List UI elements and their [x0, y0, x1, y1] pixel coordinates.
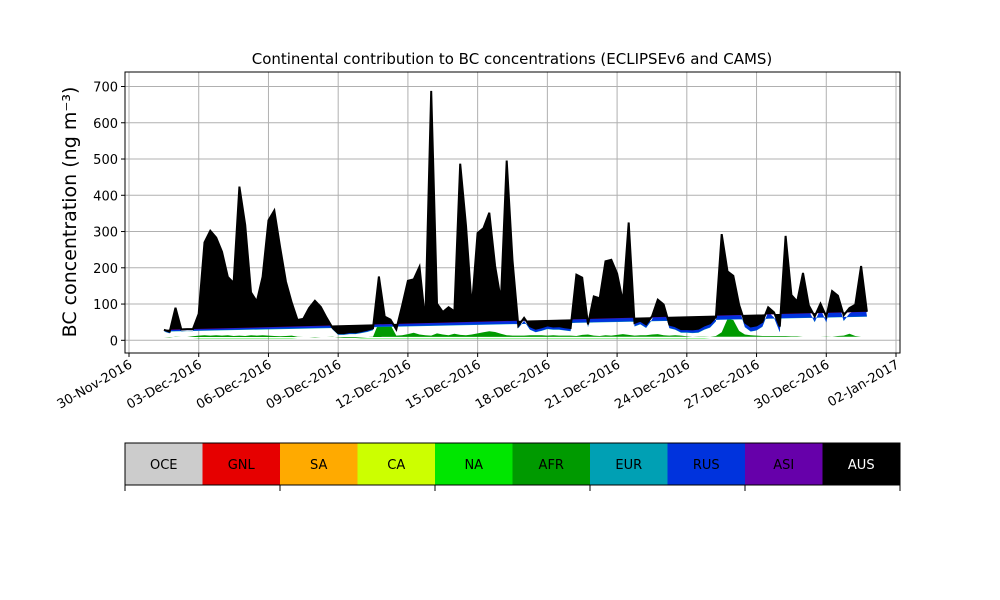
legend-swatch-na	[435, 443, 513, 485]
legend-label-ca: CA	[387, 458, 405, 473]
total-outline-line	[163, 90, 868, 335]
legend-swatch-aus	[822, 443, 900, 485]
legend-frame	[124, 442, 901, 486]
legend-label-asi: ASI	[773, 458, 794, 473]
y-axis-label: BC concentration (ng m⁻³)	[59, 87, 81, 338]
plot-frame	[124, 71, 901, 354]
y-tick-label: 700	[93, 81, 118, 96]
legend-label-gnl: GNL	[228, 458, 256, 473]
x-tick-label: 30-Nov-2016	[55, 357, 135, 412]
legend-swatch-eur	[590, 443, 668, 485]
x-tick-label: 03-Dec-2016	[124, 357, 204, 412]
legend-label-rus: RUS	[693, 458, 720, 473]
x-tick-label: 09-Dec-2016	[264, 357, 344, 412]
legend-label-na: NA	[464, 458, 483, 473]
x-tick-label: 15-Dec-2016	[403, 357, 483, 412]
legend-colorbar: OCE GNL SA CA NA AFR EUR RUS ASI AUS	[124, 442, 901, 491]
y-tick-label: 400	[93, 189, 118, 204]
legend-label-afr: AFR	[539, 458, 564, 473]
x-tick-label: 06-Dec-2016	[194, 357, 274, 412]
y-tick-label: 200	[93, 262, 118, 277]
legend-swatch-afr	[512, 443, 590, 485]
x-tick-label: 18-Dec-2016	[473, 357, 553, 412]
y-tick-label: 600	[93, 117, 118, 132]
legend-label-sa: SA	[310, 458, 327, 473]
legend-swatch-sa	[280, 443, 358, 485]
y-tick-label: 100	[93, 298, 118, 313]
y-tick-label: 500	[93, 153, 118, 168]
legend-swatch-rus	[667, 443, 745, 485]
area-series-afr	[163, 318, 867, 338]
x-tick-label: 27-Dec-2016	[682, 357, 762, 412]
legend-label-oce: OCE	[150, 458, 178, 473]
legend-swatch-oce	[125, 443, 203, 485]
area-series-aus	[163, 90, 867, 334]
y-tick-label: 0	[110, 334, 118, 349]
legend-label-eur: EUR	[615, 458, 642, 473]
legend-swatch-ca	[357, 443, 435, 485]
x-tick-label: 21-Dec-2016	[543, 357, 623, 412]
legend-swatch-asi	[745, 443, 823, 485]
series-layer	[163, 90, 867, 339]
y-tick-label: 300	[93, 226, 118, 241]
x-tick-label: 24-Dec-2016	[612, 357, 692, 412]
chart-title: Continental contribution to BC concentra…	[252, 50, 773, 68]
plot-area	[124, 71, 901, 354]
y-axis: 0 100 200 300 400 500 600 700	[93, 81, 125, 349]
x-tick-label: 30-Dec-2016	[752, 357, 832, 412]
legend-swatch-gnl	[202, 443, 280, 485]
x-axis: 30-Nov-201603-Dec-201606-Dec-201609-Dec-…	[55, 353, 902, 413]
x-tick-label: 02-Jan-2017	[825, 357, 902, 410]
x-tick-label: 12-Dec-2016	[334, 357, 414, 412]
legend-label-aus: AUS	[848, 458, 875, 473]
